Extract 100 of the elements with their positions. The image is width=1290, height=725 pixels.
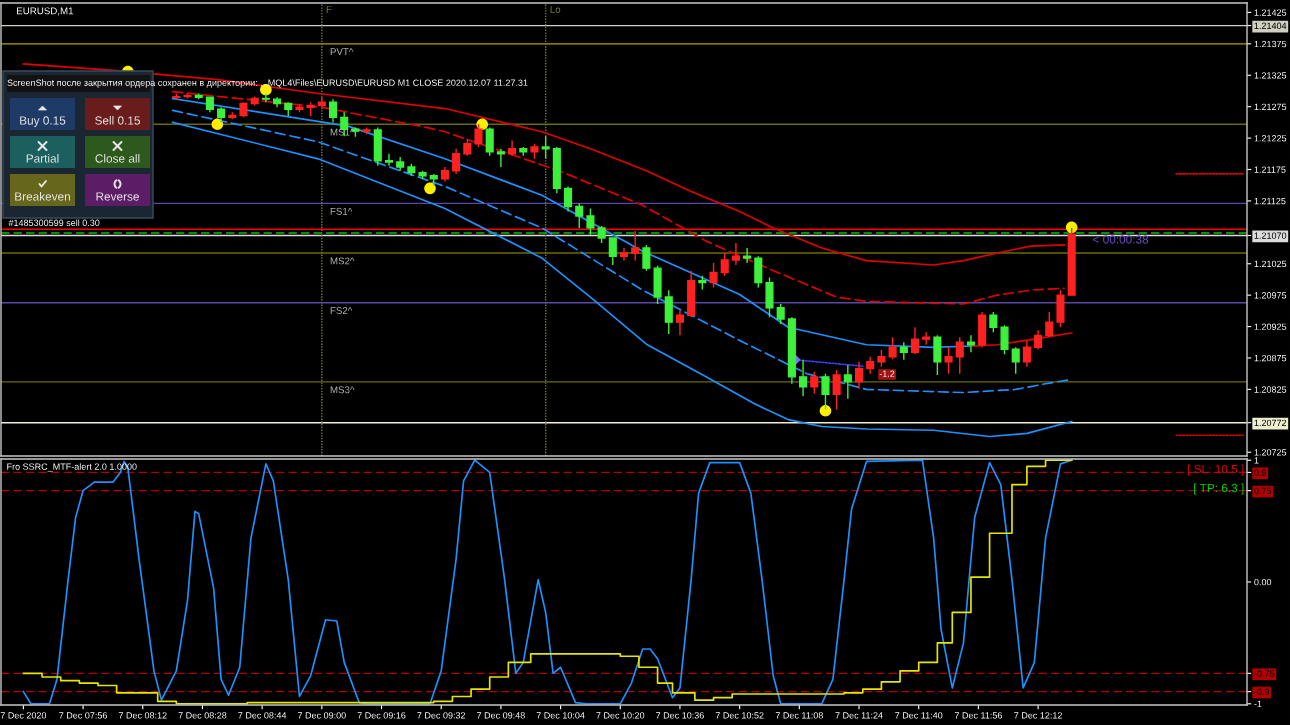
candlestick — [765, 276, 774, 318]
candlestick — [194, 92, 203, 100]
line-series — [970, 332, 1073, 347]
annotation: -1.2 — [879, 370, 895, 377]
candlestick — [496, 148, 505, 168]
line-series — [171, 90, 1066, 305]
candlestick — [396, 156, 405, 172]
candlestick — [664, 289, 673, 335]
candlestick — [306, 101, 315, 117]
candlestick — [989, 311, 998, 333]
candlestick — [866, 356, 875, 375]
y-tick-label: 0.00 — [1254, 578, 1272, 586]
y-tick-label: 1.21225 — [1254, 135, 1287, 142]
candlestick — [888, 336, 897, 360]
candlestick — [1022, 339, 1031, 368]
candlestick — [608, 237, 617, 266]
candlestick — [922, 331, 931, 346]
x-tick-label: 7 Dec 08:28 — [178, 712, 227, 719]
candlestick — [429, 173, 438, 187]
ref-line-label: MS3^ — [330, 386, 355, 394]
y-tick-label: -0.9 — [1254, 688, 1270, 695]
candlestick — [687, 269, 696, 318]
candlestick — [910, 326, 920, 355]
y-tick-label: 1.20975 — [1254, 292, 1287, 299]
candlestick — [362, 126, 371, 136]
annotation: ScreenShot после закрытия ордера сохранен в директории: ...MQL4\Files\EURUSD\EURUSD M1 CLOSE 2020.12.07 11.27.31 — [7, 79, 528, 88]
candlestick — [250, 95, 259, 107]
candlestick — [955, 336, 964, 375]
point — [211, 118, 224, 131]
annotation: Buy 0.15 — [20, 116, 66, 127]
candlestick — [743, 247, 752, 264]
candlestick — [843, 364, 852, 400]
candlestick — [440, 166, 449, 183]
y-tick-label: 1.20875 — [1254, 354, 1287, 362]
line-series — [171, 121, 1073, 438]
ref-line-label: MS2^ — [330, 257, 355, 265]
candlestick — [731, 242, 740, 266]
annotation: < 00:00:38 — [1093, 235, 1149, 244]
line-series — [171, 109, 1069, 394]
candlestick — [239, 101, 248, 119]
candlestick — [295, 103, 304, 114]
x-tick-label: 7 Dec 09:48 — [477, 712, 525, 719]
point — [424, 182, 436, 195]
x-tick-label: 7 Dec 12:12 — [1014, 712, 1062, 719]
candlestick — [183, 92, 192, 100]
candlestick — [597, 225, 606, 244]
candlestick — [966, 334, 975, 354]
y-tick-label: 1.21404 — [1254, 22, 1287, 29]
candlestick — [384, 153, 394, 167]
annotation: Reverse — [96, 192, 139, 201]
annotation: Breakeven — [15, 192, 70, 201]
y-tick-label: 1 — [1254, 457, 1259, 464]
candlestick — [563, 185, 573, 213]
candlestick — [485, 126, 494, 157]
candlestick — [810, 371, 819, 395]
candlestick — [474, 123, 483, 148]
candlestick — [709, 262, 718, 289]
candlestick — [519, 146, 528, 157]
candlestick — [586, 207, 595, 236]
y-tick-label: 1.21425 — [1254, 9, 1287, 16]
candlestick — [799, 359, 808, 398]
x-tick-label: 7 Dec 11:40 — [895, 712, 943, 719]
y-tick-label: 1.20772 — [1254, 419, 1287, 427]
annotation: Sell 0.15 — [95, 116, 140, 125]
y-tick-label: 1.21275 — [1254, 103, 1287, 111]
annotation: Partial — [26, 154, 59, 163]
candlestick — [172, 92, 181, 100]
ref-line-label: FS1^ — [330, 207, 353, 215]
candlestick — [631, 230, 640, 262]
x-tick-label: 7 Dec 10:36 — [656, 712, 704, 719]
candlestick — [653, 264, 662, 305]
x-tick-label: 7 Dec 09:00 — [297, 712, 346, 719]
candlestick — [273, 96, 282, 108]
annotation: Close all — [95, 154, 140, 163]
y-tick-label: 1.20825 — [1254, 386, 1287, 393]
y-tick-label: -1 — [1254, 700, 1262, 708]
candlestick — [541, 135, 550, 160]
candlestick — [228, 111, 237, 120]
candlestick — [1011, 346, 1020, 375]
candlestick — [552, 146, 561, 195]
y-tick-label: 1.21025 — [1254, 260, 1287, 268]
candlestick — [619, 247, 629, 262]
candlestick — [787, 316, 796, 385]
candlestick — [698, 274, 707, 291]
x-tick-label: 7 Dec 07:56 — [59, 712, 108, 719]
annotation: #1485300599 sell 0.30 — [8, 219, 100, 227]
x-tick-label: 7 Dec 11:24 — [835, 712, 883, 719]
ref-line-label: FS2^ — [330, 307, 353, 314]
candlestick — [1000, 324, 1009, 355]
candlestick — [1056, 289, 1065, 328]
y-tick-label: -0.75 — [1254, 670, 1275, 677]
candlestick — [418, 170, 427, 180]
y-tick-label: 1.20725 — [1254, 449, 1287, 456]
candlestick — [978, 311, 987, 349]
y-tick-label: 1.21325 — [1254, 72, 1287, 79]
candlestick — [463, 138, 472, 157]
x-tick-label: 7 Dec 10:20 — [596, 712, 645, 719]
x-tick-label: 7 Dec 08:44 — [238, 712, 287, 719]
candlestick — [675, 309, 685, 337]
x-tick-label: 7 Dec 10:52 — [715, 712, 764, 719]
